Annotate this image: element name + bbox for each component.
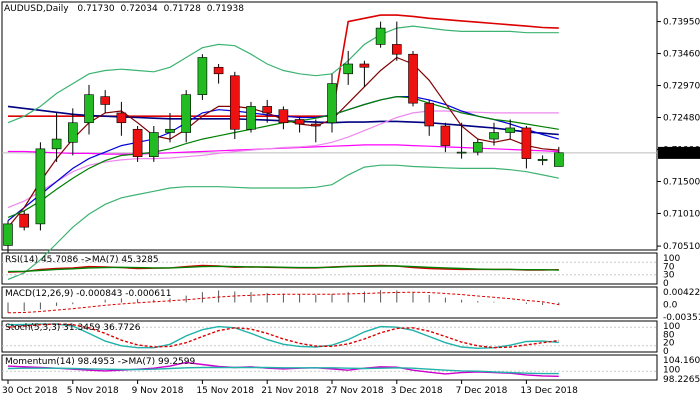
indicator-tick-label: 98.2265 xyxy=(663,375,700,385)
indicator-tick-label: 0 xyxy=(663,347,669,357)
open-value: 0.71730 xyxy=(77,4,114,14)
indicator-tick-label: 20 xyxy=(663,339,675,349)
indicator-tick-label: 0.0 xyxy=(663,301,678,311)
date-label: 15 Nov 2018 xyxy=(196,386,254,396)
candle-body xyxy=(424,102,435,127)
indicator-tick-label: -0.003515 xyxy=(663,313,700,323)
candle-body xyxy=(489,132,499,140)
candle-body xyxy=(68,122,78,143)
indicator-tick-label: 30 xyxy=(663,271,675,281)
date-label: 27 Nov 2018 xyxy=(326,386,384,396)
candle-body xyxy=(181,94,191,133)
indicator-tick-label: 0 xyxy=(663,279,669,289)
candle-body xyxy=(35,148,46,225)
candle-body xyxy=(278,109,289,124)
indicator-tick-label: 100 xyxy=(663,322,680,332)
candle-body xyxy=(132,128,143,157)
indicator-tick-label: 100 xyxy=(663,254,680,264)
indicator-tick-label: 104.1607 xyxy=(663,356,700,366)
candle-body xyxy=(391,44,402,55)
price-tick-label: 0.71500 xyxy=(663,177,700,187)
panel-frame xyxy=(1,320,658,353)
candle-body xyxy=(359,63,370,68)
indicator-tick-label: 100 xyxy=(663,366,680,376)
candle-body xyxy=(165,128,175,133)
current-price-box xyxy=(658,146,700,159)
indicator-label: Momentum(14) 98.4953 ->MA(7) 99.2599 xyxy=(5,357,196,367)
indicator-line xyxy=(7,323,559,350)
macd-signal-line xyxy=(7,291,559,314)
panel-frame xyxy=(1,286,658,319)
price-tick-label: 0.71010 xyxy=(663,209,700,219)
candle-body xyxy=(230,75,240,130)
candle-body xyxy=(19,213,30,228)
candle-body xyxy=(3,223,13,246)
overlay-line xyxy=(7,25,559,124)
indicator-tick-label: 70 xyxy=(663,262,675,272)
date-label: 30 Oct 2018 xyxy=(2,386,58,396)
high-value: 0.72034 xyxy=(121,4,158,14)
candle-body xyxy=(262,106,273,114)
panel-frame xyxy=(1,354,658,381)
date-label: 9 Nov 2018 xyxy=(132,386,184,396)
candle-body xyxy=(246,106,256,130)
indicator-line xyxy=(7,361,559,377)
candle-body xyxy=(472,142,483,153)
low-value: 0.71728 xyxy=(164,4,201,14)
indicator-line xyxy=(7,366,559,375)
candle-body xyxy=(505,127,516,133)
candle-body xyxy=(197,57,208,95)
symbol-label: AUDUSD,Daily xyxy=(4,4,69,14)
date-label: 13 Dec 2018 xyxy=(520,386,578,396)
candle-body xyxy=(456,151,467,154)
candle-body xyxy=(294,119,305,125)
candle-body xyxy=(213,66,224,75)
indicator-label: Stoch(5,3,3) 31.3459 36.7726 xyxy=(5,323,141,333)
price-tick-label: 0.70510 xyxy=(663,242,700,252)
date-label: 7 Dec 2018 xyxy=(456,386,508,396)
price-tick-label: 0.73460 xyxy=(663,50,700,60)
candle-body xyxy=(116,112,127,124)
indicator-tick-label: 80 xyxy=(663,330,675,340)
candle-body xyxy=(149,132,159,157)
date-label: 21 Nov 2018 xyxy=(261,386,319,396)
date-label: 5 Nov 2018 xyxy=(67,386,119,396)
overlay-line xyxy=(7,164,559,280)
indicator-line xyxy=(7,265,559,273)
candle-body xyxy=(100,96,110,105)
indicator-label: MACD(12,26,9) -0.000843 -0.000611 xyxy=(5,289,171,299)
candle-body xyxy=(375,27,386,45)
current-price-label: 0.71938 xyxy=(661,149,698,159)
close-value: 0.71938 xyxy=(207,4,244,14)
candle-body xyxy=(440,125,451,146)
indicator-line xyxy=(7,323,559,349)
chart-header: AUDUSD,Daily 0.71730 0.72034 0.71728 0.7… xyxy=(4,4,244,14)
candle-body xyxy=(327,83,337,124)
price-tick-label: 0.72970 xyxy=(663,82,700,92)
candle-body xyxy=(408,53,418,104)
candle-body xyxy=(84,94,94,124)
candle-body xyxy=(537,158,548,161)
indicator-tick-label: 0.004228 xyxy=(663,288,700,298)
panel-frame xyxy=(1,252,658,285)
price-tick-label: 0.72480 xyxy=(663,114,700,124)
candle-body xyxy=(553,152,564,167)
date-label: 3 Dec 2018 xyxy=(391,386,443,396)
candle-body xyxy=(521,127,532,159)
price-tick-label: 0.73950 xyxy=(663,18,700,28)
candle-body xyxy=(310,123,321,127)
panel-frame xyxy=(1,1,658,251)
candle-body xyxy=(51,138,62,150)
candle-body xyxy=(343,63,354,75)
indicator-label: RSI(14) 45.7086 ->MA(7) 45.3285 xyxy=(5,255,159,265)
